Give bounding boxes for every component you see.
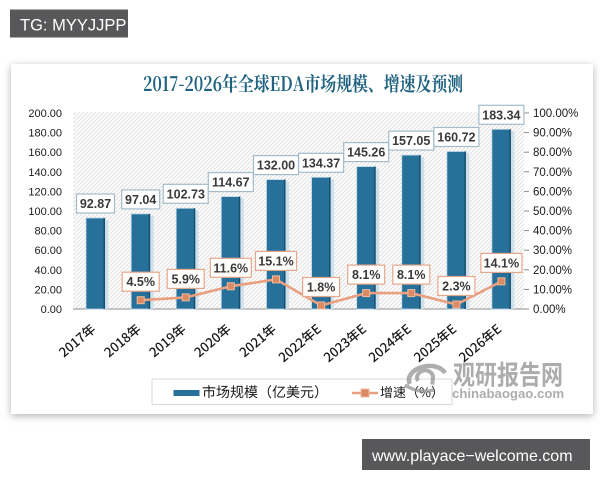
- svg-text:TG: MYYJJPP: TG: MYYJJPP: [20, 17, 126, 35]
- svg-text:90.00%: 90.00%: [533, 128, 572, 140]
- svg-text:132.00: 132.00: [257, 159, 295, 173]
- svg-text:140.00: 140.00: [28, 167, 62, 179]
- svg-text:183.34: 183.34: [482, 108, 520, 122]
- svg-text:8.1%: 8.1%: [397, 268, 426, 282]
- svg-text:14.1%: 14.1%: [484, 256, 519, 270]
- svg-text:50.00%: 50.00%: [533, 206, 572, 218]
- svg-text:120.00: 120.00: [28, 186, 62, 198]
- svg-text:92.87: 92.87: [80, 197, 111, 211]
- svg-text:114.67: 114.67: [212, 176, 250, 190]
- svg-text:70.00%: 70.00%: [533, 167, 572, 179]
- svg-text:2.3%: 2.3%: [442, 280, 471, 294]
- svg-text:60.00%: 60.00%: [533, 186, 572, 198]
- svg-text:60.00: 60.00: [34, 245, 62, 257]
- svg-text:www.playace−welcome.com: www.playace−welcome.com: [371, 448, 573, 465]
- svg-text:100.00: 100.00: [28, 206, 62, 218]
- svg-text:8.1%: 8.1%: [352, 268, 381, 282]
- svg-text:102.73: 102.73: [167, 187, 205, 201]
- svg-text:160.00: 160.00: [28, 147, 62, 159]
- svg-text:40.00%: 40.00%: [533, 226, 572, 238]
- svg-text:4.5%: 4.5%: [126, 275, 155, 289]
- svg-text:134.37: 134.37: [302, 156, 340, 170]
- svg-text:30.00%: 30.00%: [533, 245, 572, 257]
- svg-text:10.00%: 10.00%: [533, 284, 572, 296]
- svg-text:40.00: 40.00: [34, 265, 62, 277]
- svg-text:chinabaogao.com: chinabaogao.com: [452, 386, 564, 401]
- svg-text:80.00%: 80.00%: [533, 147, 572, 159]
- svg-text:160.72: 160.72: [437, 131, 475, 145]
- svg-text:97.04: 97.04: [125, 193, 156, 207]
- svg-text:157.05: 157.05: [392, 134, 430, 148]
- svg-text:100.00%: 100.00%: [533, 108, 578, 120]
- svg-text:1.8%: 1.8%: [307, 281, 336, 295]
- svg-text:0.00%: 0.00%: [533, 304, 566, 316]
- svg-text:180.00: 180.00: [28, 128, 62, 140]
- svg-text:15.1%: 15.1%: [258, 254, 293, 268]
- svg-text:145.26: 145.26: [347, 146, 385, 160]
- svg-text:200.00: 200.00: [28, 108, 62, 120]
- svg-text:11.6%: 11.6%: [213, 261, 248, 275]
- svg-text:5.9%: 5.9%: [172, 272, 201, 286]
- svg-text:20.00: 20.00: [34, 284, 62, 296]
- svg-text:20.00%: 20.00%: [533, 265, 572, 277]
- svg-text:80.00: 80.00: [34, 226, 62, 238]
- svg-text:0.00: 0.00: [41, 304, 62, 316]
